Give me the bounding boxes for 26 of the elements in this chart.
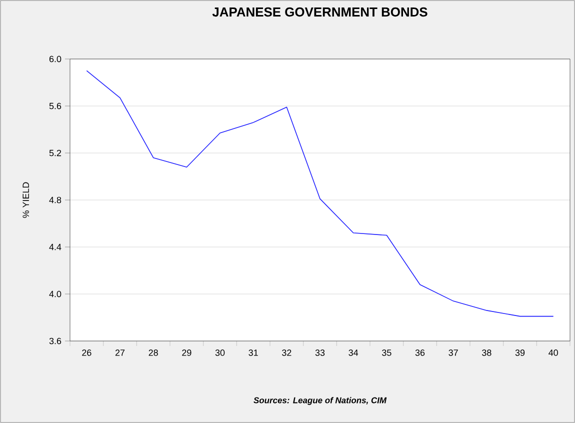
x-tick-label: 26 xyxy=(82,350,92,356)
x-tick-label: 30 xyxy=(215,350,225,356)
y-tick-label: 5.6 xyxy=(49,102,62,110)
x-tick-label: 28 xyxy=(148,350,158,356)
y-tick-label: 5.2 xyxy=(49,150,62,156)
chart-title: JAPANESE GOVERNMENT BONDS xyxy=(212,7,428,17)
y-tick-label: 4.0 xyxy=(49,290,62,298)
x-tick-label: 31 xyxy=(248,350,258,356)
x-tick-label: 27 xyxy=(115,350,125,356)
y-tick-label: 4.8 xyxy=(49,196,62,204)
y-tick-label: 3.6 xyxy=(49,338,62,344)
x-tick-label: 33 xyxy=(315,350,325,356)
y-tick-label: 4.4 xyxy=(49,244,62,250)
x-tick-label: 35 xyxy=(382,350,392,356)
x-tick-label: 37 xyxy=(448,350,458,356)
x-tick-label: 29 xyxy=(182,350,192,356)
x-tick-label: 38 xyxy=(482,350,492,356)
y-axis-title: % YIELD xyxy=(22,182,29,218)
x-tick-label: 34 xyxy=(348,350,358,356)
source-note: Sources: League of Nations, CIM xyxy=(254,397,387,405)
x-tick-label: 40 xyxy=(548,350,558,356)
y-tick-label: 6.0 xyxy=(49,56,62,62)
x-tick-label: 36 xyxy=(415,350,425,356)
x-tick-label: 32 xyxy=(282,350,292,356)
line-series xyxy=(86,70,554,317)
x-tick-label: 39 xyxy=(515,350,525,356)
